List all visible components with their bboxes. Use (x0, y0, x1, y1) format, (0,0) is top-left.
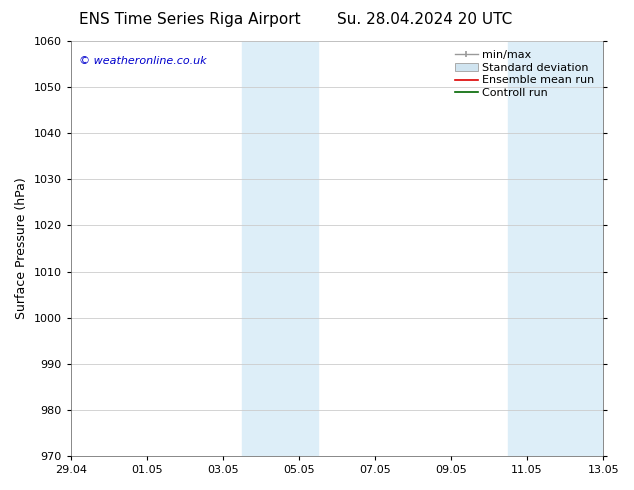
Bar (546, 41, 603, 456)
Legend: min/max, Standard deviation, Ensemble mean run, Controll run: min/max, Standard deviation, Ensemble me… (452, 47, 598, 101)
Bar (280, 41, 318, 456)
Text: Su. 28.04.2024 20 UTC: Su. 28.04.2024 20 UTC (337, 12, 512, 27)
Y-axis label: Surface Pressure (hPa): Surface Pressure (hPa) (15, 178, 28, 319)
Bar (508, 41, 546, 456)
Text: ENS Time Series Riga Airport: ENS Time Series Riga Airport (79, 12, 301, 27)
Text: © weatheronline.co.uk: © weatheronline.co.uk (79, 55, 206, 66)
Bar (242, 41, 280, 456)
